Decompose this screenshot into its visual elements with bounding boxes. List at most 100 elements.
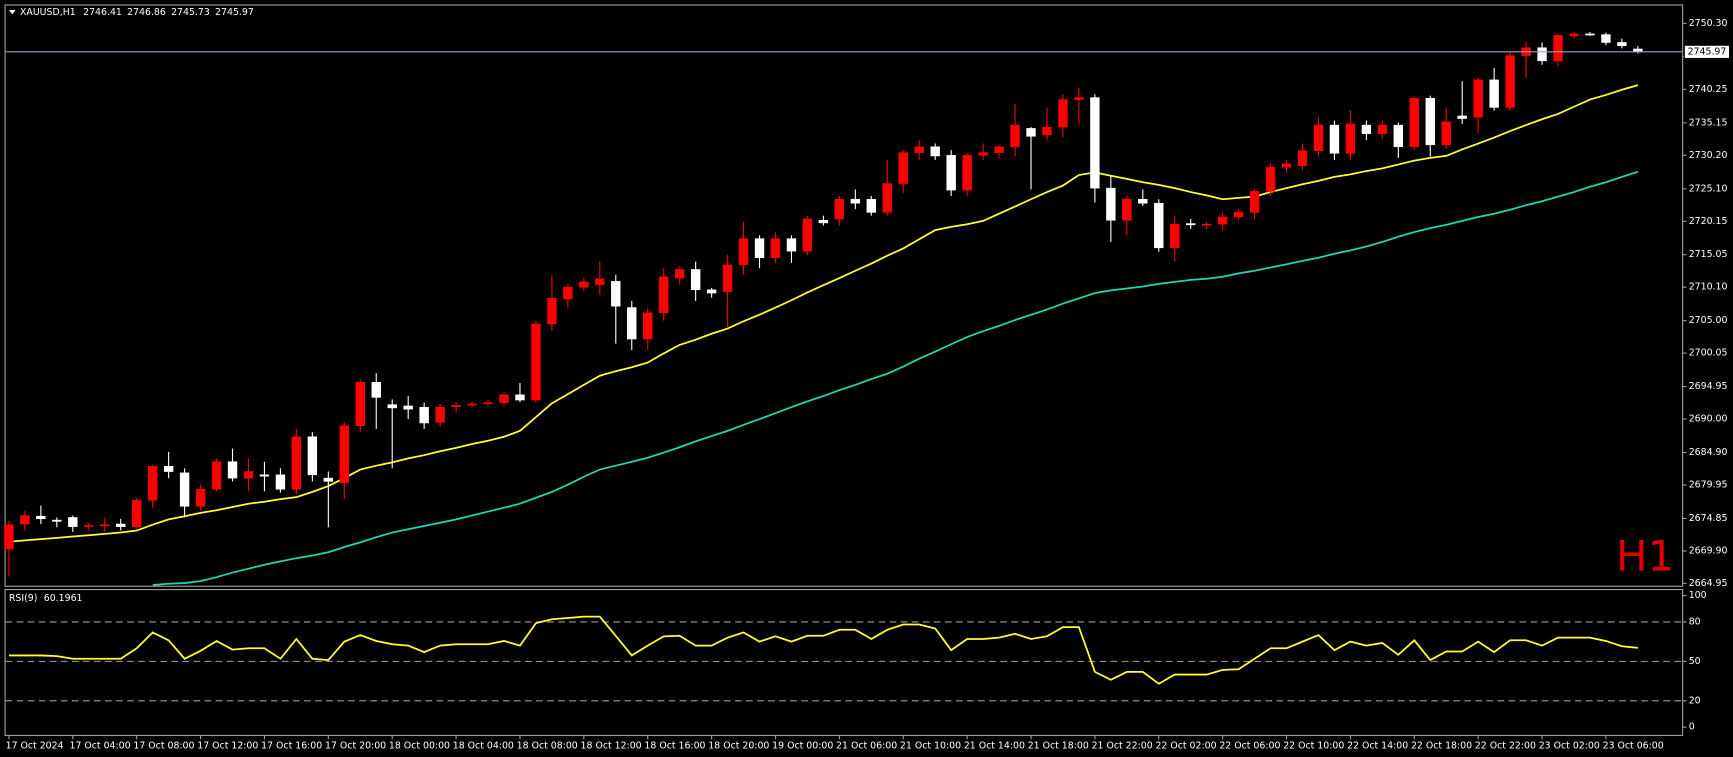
x-tick-label: 22 Oct 22:00 xyxy=(1475,740,1536,751)
x-tick-label: 21 Oct 06:00 xyxy=(836,740,897,751)
candle-body xyxy=(1090,97,1100,189)
candle-body xyxy=(1537,47,1547,62)
menu-arrow[interactable] xyxy=(8,9,16,15)
candle-body xyxy=(978,152,988,156)
candle-body xyxy=(1186,223,1196,226)
candle-body xyxy=(1217,216,1228,225)
x-tick-label: 17 Oct 12:00 xyxy=(197,740,258,751)
timeframe-watermark: H1 xyxy=(1616,532,1674,581)
candle-body xyxy=(211,461,222,490)
candle-body xyxy=(1170,223,1180,249)
candle-body xyxy=(1281,163,1292,168)
candle-body xyxy=(1138,199,1148,204)
x-tick-label: 22 Oct 10:00 xyxy=(1283,740,1344,751)
candle-body xyxy=(1042,126,1052,136)
candle-body xyxy=(1074,97,1084,100)
candle-body xyxy=(834,199,845,220)
candle-body xyxy=(1505,55,1515,108)
y-tick-label: 2740.25 xyxy=(1689,84,1728,95)
ohlc-low: 2745.73 xyxy=(171,7,210,18)
x-tick-label: 21 Oct 10:00 xyxy=(900,740,961,751)
y-tick-label: 20 xyxy=(1689,695,1701,706)
x-tick-label: 22 Oct 18:00 xyxy=(1411,740,1472,751)
candle-body xyxy=(659,276,669,314)
candle-body xyxy=(179,472,190,507)
candle-body xyxy=(1617,42,1627,47)
candle-body xyxy=(227,461,238,479)
candle-body xyxy=(930,146,940,157)
y-tick-label: 2750.30 xyxy=(1689,18,1728,29)
y-tick-label: 2684.90 xyxy=(1689,447,1728,458)
candle-body xyxy=(483,402,493,405)
rsi-pane xyxy=(4,589,1684,737)
candle-body xyxy=(1457,115,1467,119)
x-tick-label: 18 Oct 00:00 xyxy=(389,740,450,751)
candle-body xyxy=(1297,150,1308,167)
candle-body xyxy=(962,155,972,191)
current-price-box xyxy=(1683,44,1731,60)
candle-body xyxy=(100,524,110,527)
candle-body xyxy=(850,199,861,204)
x-tick-label: 18 Oct 16:00 xyxy=(644,740,705,751)
y-tick-label: 100 xyxy=(1689,590,1707,601)
x-tick-label: 17 Oct 20:00 xyxy=(325,740,386,751)
candle-body xyxy=(387,404,397,409)
candle-body xyxy=(116,523,126,527)
candle-body xyxy=(1345,123,1356,154)
y-tick-label: 2700.05 xyxy=(1689,348,1728,359)
candle-body xyxy=(1313,124,1324,152)
current-price-label: 2745.97 xyxy=(1688,46,1727,57)
candle-body xyxy=(1377,124,1388,134)
ohlc-high: 2746.86 xyxy=(127,7,166,18)
x-tick-label: 18 Oct 20:00 xyxy=(708,740,769,751)
x-tick-label: 22 Oct 14:00 xyxy=(1347,740,1408,751)
candle-body xyxy=(291,436,302,490)
x-tick-label: 18 Oct 04:00 xyxy=(453,740,514,751)
candle-body xyxy=(1265,166,1276,192)
rsi-line xyxy=(8,615,1638,685)
candle-body xyxy=(994,146,1004,153)
candle-body xyxy=(163,466,174,472)
x-tick-label: 23 Oct 06:00 xyxy=(1603,740,1664,751)
x-tick-label: 18 Oct 08:00 xyxy=(517,740,578,751)
rsi-value: 60.1961 xyxy=(44,592,83,603)
x-tick-label: 23 Oct 02:00 xyxy=(1539,740,1600,751)
candle-body xyxy=(147,466,158,501)
y-tick-label: 2694.95 xyxy=(1689,381,1728,392)
y-tick-label: 2664.95 xyxy=(1689,578,1728,589)
candle-body xyxy=(946,155,956,191)
candle-body xyxy=(403,405,413,410)
candle-body xyxy=(579,281,589,288)
candle-body xyxy=(611,281,621,307)
candle-body xyxy=(1058,99,1068,128)
chart-header: XAUUSD,H1 2746.41 2746.86 2745.73 2745.9… xyxy=(20,7,254,18)
candle-body xyxy=(1489,79,1499,108)
candle-body xyxy=(1473,79,1483,118)
candle-body xyxy=(52,519,62,522)
candle-body xyxy=(515,394,525,401)
candle-body xyxy=(802,218,813,252)
candle-body xyxy=(1425,97,1435,146)
y-tick-label: 2725.10 xyxy=(1689,183,1728,194)
x-tick-label: 21 Oct 14:00 xyxy=(964,740,1025,751)
symbol: XAUUSD,H1 xyxy=(20,7,76,18)
rsi-header: RSI(9) 60.1961 xyxy=(9,592,83,603)
y-tick-label: 80 xyxy=(1689,616,1701,627)
candle-body xyxy=(898,152,908,184)
candle-body xyxy=(690,269,701,291)
candle-body xyxy=(1585,33,1595,36)
y-tick-label: 2690.00 xyxy=(1689,414,1728,425)
price-pane xyxy=(4,4,1684,587)
candle-body xyxy=(275,474,286,490)
candle-body xyxy=(435,406,445,423)
candle-body xyxy=(355,382,365,426)
candle-body xyxy=(259,474,270,477)
x-tick-label: 17 Oct 2024 xyxy=(6,740,64,751)
candle-body xyxy=(419,406,429,424)
candle-body xyxy=(68,517,78,527)
candle-body xyxy=(595,278,605,285)
candle-body xyxy=(674,269,685,279)
y-tick-label: 2674.85 xyxy=(1689,513,1728,524)
